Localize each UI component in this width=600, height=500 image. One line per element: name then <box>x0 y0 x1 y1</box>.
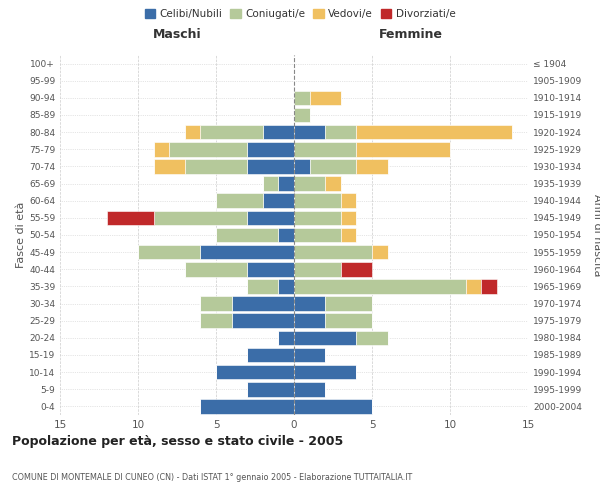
Bar <box>356 142 450 156</box>
Bar <box>247 210 294 225</box>
Bar <box>294 108 310 122</box>
Bar <box>294 262 341 276</box>
Bar <box>294 159 310 174</box>
Bar <box>294 330 356 345</box>
Bar <box>294 210 341 225</box>
Bar <box>356 125 512 140</box>
Bar <box>310 159 356 174</box>
Bar <box>107 210 154 225</box>
Bar <box>216 365 294 380</box>
Bar <box>294 176 325 191</box>
Bar <box>294 399 372 413</box>
Bar <box>263 194 294 208</box>
Bar <box>278 176 294 191</box>
Bar <box>294 125 325 140</box>
Bar <box>154 142 169 156</box>
Bar <box>294 314 325 328</box>
Bar <box>278 330 294 345</box>
Text: Popolazione per età, sesso e stato civile - 2005: Popolazione per età, sesso e stato civil… <box>12 435 343 448</box>
Bar <box>169 142 247 156</box>
Bar <box>216 228 278 242</box>
Bar <box>356 159 388 174</box>
Y-axis label: Anni di nascita: Anni di nascita <box>592 194 600 276</box>
Bar <box>232 314 294 328</box>
Bar <box>138 245 200 260</box>
Bar <box>247 348 294 362</box>
Bar <box>294 279 466 293</box>
Bar <box>278 228 294 242</box>
Text: Maschi: Maschi <box>152 28 202 42</box>
Bar <box>294 142 356 156</box>
Bar <box>341 210 356 225</box>
Bar <box>247 279 278 293</box>
Bar <box>247 382 294 396</box>
Text: Femmine: Femmine <box>379 28 443 42</box>
Bar <box>294 194 341 208</box>
Bar <box>294 382 325 396</box>
Bar <box>310 90 341 105</box>
Bar <box>200 314 232 328</box>
Bar <box>154 159 185 174</box>
Bar <box>232 296 294 311</box>
Bar <box>247 262 294 276</box>
Bar <box>325 296 372 311</box>
Bar <box>154 210 247 225</box>
Bar <box>200 296 232 311</box>
Bar <box>372 245 388 260</box>
Bar <box>185 125 200 140</box>
Bar <box>294 90 310 105</box>
Bar <box>200 399 294 413</box>
Bar <box>325 125 356 140</box>
Bar <box>481 279 497 293</box>
Bar <box>294 348 325 362</box>
Bar <box>263 125 294 140</box>
Bar <box>294 228 341 242</box>
Legend: Celibi/Nubili, Coniugati/e, Vedovi/e, Divorziati/e: Celibi/Nubili, Coniugati/e, Vedovi/e, Di… <box>140 5 460 24</box>
Y-axis label: Fasce di età: Fasce di età <box>16 202 26 268</box>
Bar <box>216 194 263 208</box>
Bar <box>185 262 247 276</box>
Bar <box>294 245 372 260</box>
Bar <box>466 279 481 293</box>
Bar <box>185 159 247 174</box>
Bar <box>325 314 372 328</box>
Bar <box>263 176 278 191</box>
Bar <box>200 125 263 140</box>
Bar <box>294 296 325 311</box>
Bar <box>341 228 356 242</box>
Text: COMUNE DI MONTEMALE DI CUNEO (CN) - Dati ISTAT 1° gennaio 2005 - Elaborazione TU: COMUNE DI MONTEMALE DI CUNEO (CN) - Dati… <box>12 473 412 482</box>
Bar <box>325 176 341 191</box>
Bar <box>341 194 356 208</box>
Bar <box>200 245 294 260</box>
Bar <box>356 330 388 345</box>
Bar <box>278 279 294 293</box>
Bar <box>247 159 294 174</box>
Bar <box>294 365 356 380</box>
Bar <box>341 262 372 276</box>
Bar <box>247 142 294 156</box>
